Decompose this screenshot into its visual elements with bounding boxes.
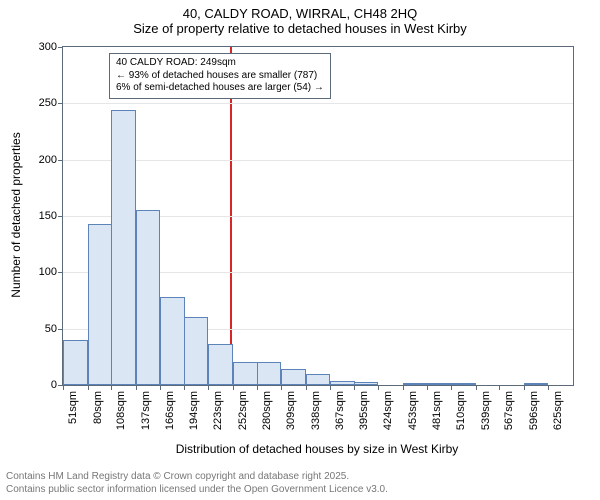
plot-wrap: 40 CALDY ROAD: 249sqm← 93% of detached h… [62,46,574,386]
y-tick-label: 250 [39,97,57,109]
gridline-h [63,103,573,104]
x-tick-label: 395sqm [358,391,370,430]
x-tick-mark [378,385,379,390]
x-tick-mark [427,385,428,390]
histogram-bar [233,362,258,385]
y-tick-label: 0 [51,379,57,391]
x-tick-label: 280sqm [261,391,273,430]
histogram-bar [63,340,88,385]
y-tick-label: 100 [39,266,57,278]
x-tick-mark [524,385,525,390]
y-tick-label: 300 [39,41,57,53]
x-tick-mark [451,385,452,390]
histogram-bar [136,210,161,385]
footer-line-1: Contains HM Land Registry data © Crown c… [6,471,388,484]
x-tick-mark [548,385,549,390]
y-tick-label: 200 [39,154,57,166]
histogram-bar [88,224,113,385]
x-tick-mark [233,385,234,390]
chart-subtitle: Size of property relative to detached ho… [0,21,600,36]
x-tick-mark [160,385,161,390]
x-tick-mark [499,385,500,390]
x-tick-label: 194sqm [188,391,200,430]
x-tick-label: 309sqm [285,391,297,430]
histogram-bar [208,344,233,385]
x-tick-label: 51sqm [67,391,79,424]
x-tick-mark [63,385,64,390]
x-tick-label: 108sqm [115,391,127,430]
x-tick-label: 166sqm [164,391,176,430]
x-tick-mark [330,385,331,390]
annotation-line: 6% of semi-detached houses are larger (5… [116,82,324,95]
histogram-bar [306,374,331,385]
chart-titles: 40, CALDY ROAD, WIRRAL, CH48 2HQ Size of… [0,0,600,36]
x-tick-label: 252sqm [237,391,249,430]
histogram-bar [524,383,549,385]
x-tick-mark [111,385,112,390]
footer-line-2: Contains public sector information licen… [6,484,388,497]
annotation-box: 40 CALDY ROAD: 249sqm← 93% of detached h… [109,53,331,99]
y-tick-mark [58,103,63,104]
y-tick-label: 50 [45,323,57,335]
x-tick-label: 80sqm [92,391,104,424]
x-tick-label: 223sqm [212,391,224,430]
x-tick-label: 596sqm [528,391,540,430]
x-tick-label: 338sqm [310,391,322,430]
annotation-line: 40 CALDY ROAD: 249sqm [116,57,324,70]
x-tick-mark [476,385,477,390]
y-tick-mark [58,160,63,161]
gridline-h [63,160,573,161]
x-tick-label: 539sqm [480,391,492,430]
x-tick-mark [257,385,258,390]
y-tick-mark [58,329,63,330]
histogram-bar [451,383,476,385]
histogram-bar [330,381,355,386]
histogram-bar [403,383,428,385]
histogram-bar [160,297,185,385]
x-tick-label: 625sqm [552,391,564,430]
x-tick-label: 453sqm [407,391,419,430]
chart-container: 40, CALDY ROAD, WIRRAL, CH48 2HQ Size of… [0,0,600,500]
x-tick-mark [281,385,282,390]
y-tick-mark [58,47,63,48]
x-tick-mark [184,385,185,390]
x-tick-mark [354,385,355,390]
chart-title-address: 40, CALDY ROAD, WIRRAL, CH48 2HQ [0,6,600,21]
histogram-bar [111,110,136,385]
x-tick-mark [136,385,137,390]
x-tick-label: 510sqm [455,391,467,430]
x-tick-label: 567sqm [503,391,515,430]
x-axis-label: Distribution of detached houses by size … [176,442,459,456]
y-tick-mark [58,216,63,217]
histogram-bar [427,383,452,385]
y-tick-label: 150 [39,210,57,222]
x-tick-mark [208,385,209,390]
histogram-bar [257,362,282,385]
x-tick-mark [88,385,89,390]
x-tick-label: 481sqm [431,391,443,430]
attribution-footer: Contains HM Land Registry data © Crown c… [6,471,388,496]
x-tick-mark [403,385,404,390]
histogram-bar [354,382,379,385]
plot-area: 40 CALDY ROAD: 249sqm← 93% of detached h… [62,46,574,386]
annotation-line: ← 93% of detached houses are smaller (78… [116,70,324,83]
x-tick-label: 424sqm [382,391,394,430]
y-axis-label: Number of detached properties [9,132,23,297]
histogram-bar [184,317,209,385]
x-tick-label: 137sqm [140,391,152,430]
x-tick-mark [306,385,307,390]
histogram-bar [281,369,306,385]
y-tick-mark [58,272,63,273]
x-tick-label: 367sqm [334,391,346,430]
